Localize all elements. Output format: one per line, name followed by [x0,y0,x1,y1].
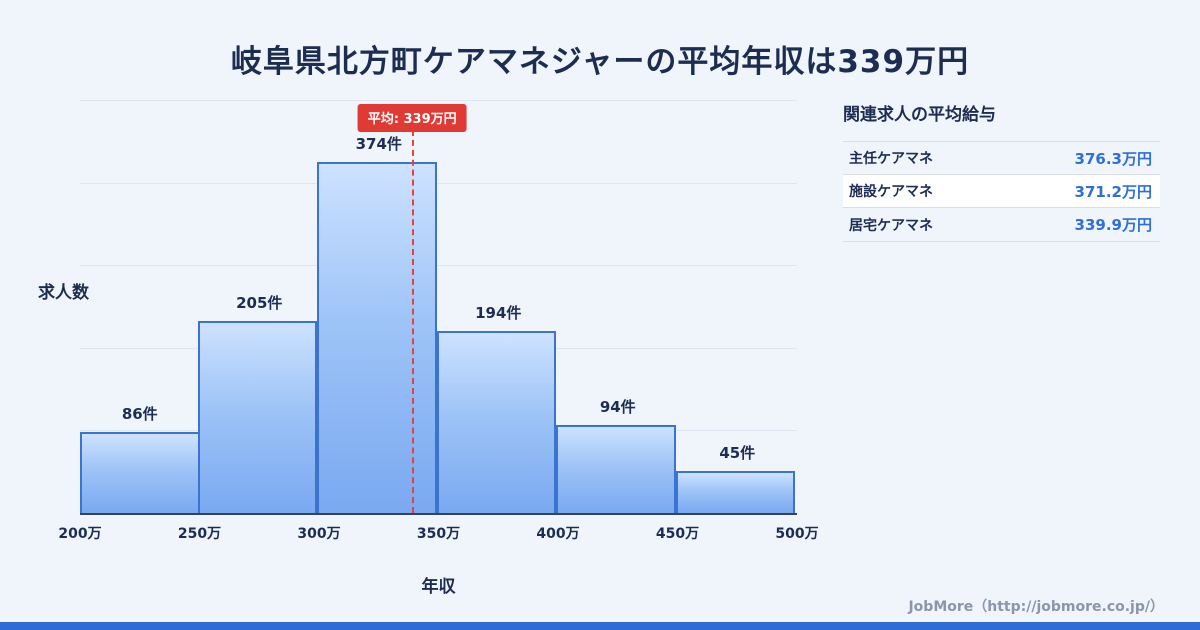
x-tick-label: 400万 [536,526,580,542]
site-credit: JobMore（http://jobmore.co.jp/） [908,599,1164,615]
plot-area: 平均: 339万円 86件 205件 374件 194件 94件 45件 [80,100,797,515]
gridline [80,265,797,267]
x-tick-label: 350万 [416,526,461,542]
job-value: 339.9万円 [1074,216,1152,234]
job-label: 施設ケアマネ [849,184,933,200]
bar-value-label: 205件 [236,293,283,312]
job-label: 居宅ケアマネ [849,217,933,234]
job-row: 居宅ケアマネ 339.9万円 [843,208,1160,241]
histogram-bar [317,161,437,513]
gridline [80,100,797,101]
histogram-bar [556,424,676,513]
job-value: 371.2万円 [1074,182,1152,201]
salary-histogram: 平均: 339万円 86件 205件 374件 194件 94件 45件 200万 250万… [58,100,819,542]
gridline [80,182,797,184]
histogram-bar [675,470,795,513]
bar-value-label: 194件 [475,303,522,322]
bar-value-label: 374件 [355,134,402,153]
related-jobs-panel: 関連求人の平均給与 主任ケアマネ 376.3万円施設ケアマネ 371.2万円居宅ケア… [843,100,1160,242]
average-annotation: 平均: 339万円 [357,104,467,132]
related-jobs-list: 主任ケアマネ 376.3万円施設ケアマネ 371.2万円居宅ケアマネ 339.9万円 [843,141,1160,242]
bar-value-label: 94件 [599,397,636,416]
histogram-bar [436,330,556,513]
x-tick-label: 200万 [58,526,102,542]
bar-value-label: 86件 [121,405,158,424]
panel-heading: 関連求人の平均給与 [843,105,996,125]
page-title: 岐阜県北方町ケアマネジャーの平均年収は339万円 [230,44,970,80]
bottom-accent-bar [0,622,1200,630]
y-axis-label: 求人数 [38,283,89,303]
job-row: 施設ケアマネ 371.2万円 [843,175,1160,208]
x-tick-label: 300万 [297,526,341,542]
job-label: 主任ケアマネ [849,151,933,167]
histogram-bar [197,320,317,513]
job-value: 376.3万円 [1074,149,1152,168]
x-tick-label: 450万 [655,526,700,542]
bar-value-label: 45件 [719,443,756,462]
x-tick-label: 250万 [177,526,222,542]
average-line [412,130,415,513]
histogram-bar [80,432,200,513]
x-tick-label: 500万 [775,526,819,542]
job-row: 主任ケアマネ 376.3万円 [843,142,1160,175]
x-axis-label: 年収 [421,577,456,597]
